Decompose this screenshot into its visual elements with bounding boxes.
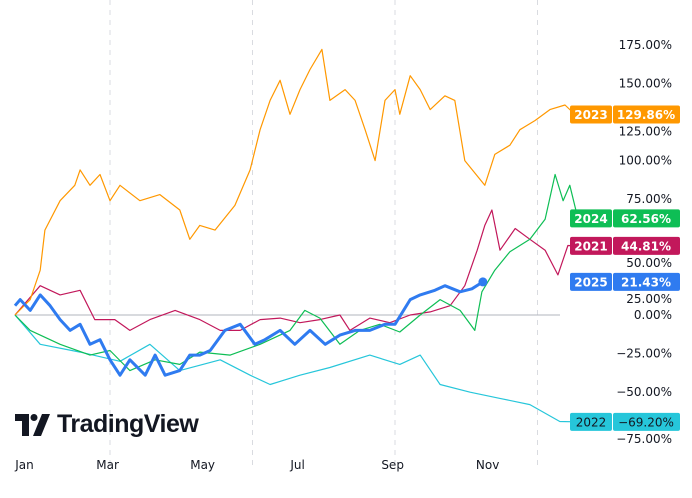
legend-tag-value-box bbox=[613, 236, 680, 255]
y-tick-label: 125.00% bbox=[619, 124, 672, 138]
legend-tag-year: 2022 bbox=[576, 415, 607, 429]
legend-tag-value: 44.81% bbox=[621, 239, 671, 253]
series-end-dot-2025 bbox=[478, 277, 488, 287]
legend-tags: 2023 129.86% 2024 62.56% 2021 44.81% 2025 21.43… bbox=[570, 105, 680, 431]
x-tick-label: May bbox=[190, 458, 215, 472]
y-tick-label: 150.00% bbox=[619, 76, 672, 90]
legend-tag-year: 2023 bbox=[574, 108, 607, 122]
y-tick-label: −25.00% bbox=[616, 347, 672, 361]
legend-tag-year-box bbox=[570, 105, 612, 124]
legend-tag-year: 2024 bbox=[574, 212, 607, 226]
legend-tag-year-box bbox=[570, 412, 612, 431]
series-lines bbox=[13, 48, 579, 423]
x-axis: Jan Mar May Jul Sep Nov bbox=[14, 458, 499, 472]
legend-tag-year-box bbox=[570, 209, 612, 228]
y-tick-label: 50.00% bbox=[626, 256, 672, 270]
tradingview-logo-icon bbox=[15, 413, 50, 436]
y-axis: 175.00% 150.00% 125.00% 100.00% 75.00% 50.00%… bbox=[616, 38, 672, 446]
tradingview-logo[interactable]: TradingView bbox=[15, 410, 199, 439]
x-tick-label: Nov bbox=[476, 458, 499, 472]
legend-tag-2023: 2023 129.86% bbox=[570, 105, 680, 124]
legend-tag-value: 129.86% bbox=[617, 108, 675, 122]
y-tick-label: 100.00% bbox=[619, 154, 672, 168]
series-line-2025 bbox=[13, 280, 484, 377]
legend-tag-year-box bbox=[570, 272, 612, 291]
legend-tag-value-box bbox=[613, 412, 680, 431]
legend-tag-value-box bbox=[613, 105, 680, 124]
legend-tag-year: 2021 bbox=[574, 239, 607, 253]
series-line-2023 bbox=[14, 48, 576, 316]
x-tick-label: Mar bbox=[96, 458, 119, 472]
legend-tag-year: 2025 bbox=[574, 275, 607, 289]
legend-tag-value-box bbox=[613, 272, 680, 291]
y-tick-label: 175.00% bbox=[619, 38, 672, 52]
x-tick-label: Jul bbox=[289, 458, 304, 472]
logo-text: TradingView bbox=[57, 410, 199, 438]
series-line-2021 bbox=[14, 209, 576, 331]
legend-tag-year-box bbox=[570, 236, 612, 255]
y-tick-label: 0.00% bbox=[634, 308, 672, 322]
legend-tag-value: 21.43% bbox=[621, 275, 671, 289]
legend-tag-value: −69.20% bbox=[618, 415, 674, 429]
legend-tag-value-box bbox=[613, 209, 680, 228]
legend-tag-2024: 2024 62.56% bbox=[570, 209, 680, 228]
series-line-2022 bbox=[14, 314, 576, 423]
grid bbox=[109, 0, 538, 465]
legend-tag-2021: 2021 44.81% bbox=[570, 236, 680, 255]
y-tick-label: −50.00% bbox=[616, 385, 672, 399]
x-tick-label: Jan bbox=[14, 458, 34, 472]
legend-tag-2025: 2025 21.43% bbox=[570, 272, 680, 291]
legend-tag-value: 62.56% bbox=[621, 212, 671, 226]
legend-tag-2022: 2022 −69.20% bbox=[570, 412, 680, 431]
y-tick-label: 75.00% bbox=[626, 192, 672, 206]
y-tick-label: −75.00% bbox=[616, 432, 672, 446]
y-tick-label: 25.00% bbox=[626, 292, 672, 306]
x-tick-label: Sep bbox=[381, 458, 404, 472]
